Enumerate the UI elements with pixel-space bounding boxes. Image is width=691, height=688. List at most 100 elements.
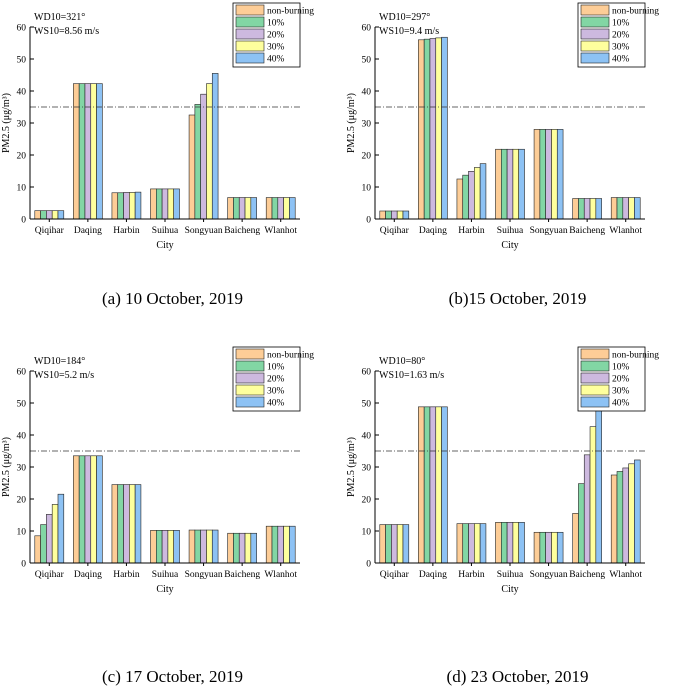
- bar-a-s1-c4: [194, 104, 201, 220]
- bar-a-s0-c4: [188, 114, 196, 220]
- bar-b-s0-c6: [610, 197, 618, 220]
- x-tick-label-d-0: Qiqihar: [380, 570, 410, 580]
- x-tick-label-a-5: Baicheng: [224, 226, 260, 236]
- legend-label-c-0: non-burning: [267, 351, 314, 361]
- x-tick-label-a-2: Harbin: [113, 226, 140, 236]
- legend-swatch-d-0: [580, 348, 610, 360]
- bar-b-s2-c5: [583, 198, 591, 220]
- bar-c-s3-c2: [129, 484, 136, 564]
- bar-c-s1-c5: [233, 532, 240, 564]
- y-tick-label-b-3: 30: [362, 120, 372, 130]
- bar-d-s1-c0: [385, 524, 392, 564]
- chart-panel-b: 0 10 20 30 40 50 60 Qiqihar Daqing Harbin Suihua So…: [345, 0, 690, 344]
- bar-a-s3-c4: [206, 83, 213, 220]
- bar-b-s0-c4: [533, 129, 541, 220]
- legend-label-c-3: 30%: [267, 387, 285, 397]
- bar-c-s0-c2: [111, 484, 119, 564]
- x-tick-label-d-2: Harbin: [458, 570, 485, 580]
- bar-c-s1-c6: [271, 525, 279, 564]
- legend-swatch-a-0: [235, 4, 265, 16]
- y-tick-label-a-5: 50: [17, 56, 27, 66]
- bar-c-s3-c6: [283, 525, 290, 564]
- legend-swatch-d-1: [580, 360, 610, 372]
- bar-c-s4-c0: [57, 493, 65, 564]
- legend-label-b-0: non-burning: [612, 7, 659, 17]
- legend-swatch-a-3: [235, 40, 265, 52]
- bar-c-s3-c5: [244, 532, 252, 564]
- x-tick-label-a-6: Wlanhot: [264, 226, 297, 236]
- y-tick-label-d-0: 0: [366, 560, 371, 570]
- legend-swatch-c-4: [235, 396, 265, 408]
- x-tick-label-b-4: Songyuan: [530, 226, 568, 236]
- legend-swatch-b-1: [580, 16, 610, 28]
- bar-b-s2-c4: [545, 129, 552, 220]
- bar-c-s2-c1: [84, 455, 92, 564]
- bar-b-s2-c1: [429, 38, 437, 220]
- bar-a-s4-c2: [134, 191, 142, 220]
- legend-swatch-d-4: [580, 396, 610, 408]
- bar-a-s4-c6: [289, 197, 296, 220]
- legend-swatch-b-4: [580, 52, 610, 64]
- bar-b-s1-c4: [539, 129, 546, 220]
- x-tick-label-d-5: Baicheng: [569, 570, 605, 580]
- bar-a-s2-c1: [84, 83, 92, 220]
- bar-c-s2-c2: [123, 484, 130, 564]
- bar-d-s1-c3: [501, 522, 508, 564]
- bar-d-s4-c3: [518, 522, 525, 564]
- x-tick-label-a-3: Suihua: [152, 226, 179, 236]
- y-tick-label-b-1: 10: [362, 184, 372, 194]
- bar-a-s1-c0: [40, 210, 47, 220]
- y-tick-label-b-4: 40: [362, 88, 372, 98]
- bar-d-s4-c6: [634, 459, 641, 564]
- bar-d-s2-c3: [506, 522, 514, 564]
- x-tick-label-c-1: Daqing: [74, 570, 102, 580]
- bar-a-s4-c3: [173, 188, 180, 220]
- y-tick-label-d-2: 20: [362, 496, 372, 506]
- bar-c-s4-c2: [134, 484, 142, 564]
- bar-d-s3-c2: [474, 523, 481, 564]
- y-tick-label-a-4: 40: [17, 88, 27, 98]
- y-tick-label-d-5: 50: [362, 400, 372, 410]
- y-tick-label-c-3: 30: [17, 464, 27, 474]
- chart-caption-c: (c) 17 October, 2019: [102, 667, 243, 686]
- chart-caption-b: (b)15 October, 2019: [448, 289, 587, 308]
- chart-caption-a: (a) 10 October, 2019: [102, 289, 243, 308]
- bar-b-s0-c0: [379, 210, 386, 220]
- bar-b-s1-c3: [501, 148, 508, 220]
- bar-c-s3-c4: [206, 529, 213, 564]
- bar-c-s2-c6: [277, 525, 284, 564]
- bar-d-s0-c3: [495, 522, 502, 564]
- bar-a-s1-c3: [156, 188, 163, 220]
- bar-b-s2-c3: [506, 148, 514, 220]
- x-tick-label-b-1: Daqing: [419, 226, 447, 236]
- bar-c-s4-c3: [173, 530, 180, 564]
- bar-d-s3-c5: [589, 426, 597, 564]
- y-tick-label-b-5: 50: [362, 56, 372, 66]
- bar-a-s2-c4: [200, 93, 207, 220]
- x-tick-label-c-3: Suihua: [152, 570, 179, 580]
- bar-d-s4-c1: [441, 406, 448, 564]
- bar-b-s2-c2: [468, 171, 475, 220]
- x-tick-label-d-3: Suihua: [497, 570, 524, 580]
- chart-c: 0 10 20 30 40 50 60 Qiqihar Daqing Harbin Suihua So…: [1, 346, 314, 595]
- legend-label-b-2: 20%: [612, 31, 630, 41]
- bar-a-s3-c5: [244, 197, 252, 220]
- bar-d-s1-c2: [462, 523, 469, 564]
- x-tick-label-a-1: Daqing: [74, 226, 102, 236]
- legend-swatch-b-0: [580, 4, 610, 16]
- legend-label-b-4: 40%: [612, 55, 630, 65]
- legend-swatch-c-0: [235, 348, 265, 360]
- bar-a-s4-c5: [250, 197, 257, 220]
- bar-b-s3-c0: [396, 210, 404, 220]
- bar-c-s1-c1: [78, 455, 86, 564]
- bar-d-s0-c0: [379, 524, 386, 564]
- bar-d-s0-c1: [418, 406, 425, 564]
- y-tick-label-d-6: 60: [362, 368, 372, 378]
- bar-a-s0-c6: [265, 197, 273, 220]
- bar-a-s3-c6: [283, 197, 290, 220]
- bar-b-s4-c5: [595, 198, 602, 220]
- y-axis-label-d: PM2.5 (μg/m³): [346, 437, 357, 497]
- bar-c-s0-c6: [265, 525, 273, 564]
- y-tick-label-b-6: 60: [362, 24, 372, 34]
- bar-c-s0-c0: [34, 535, 41, 564]
